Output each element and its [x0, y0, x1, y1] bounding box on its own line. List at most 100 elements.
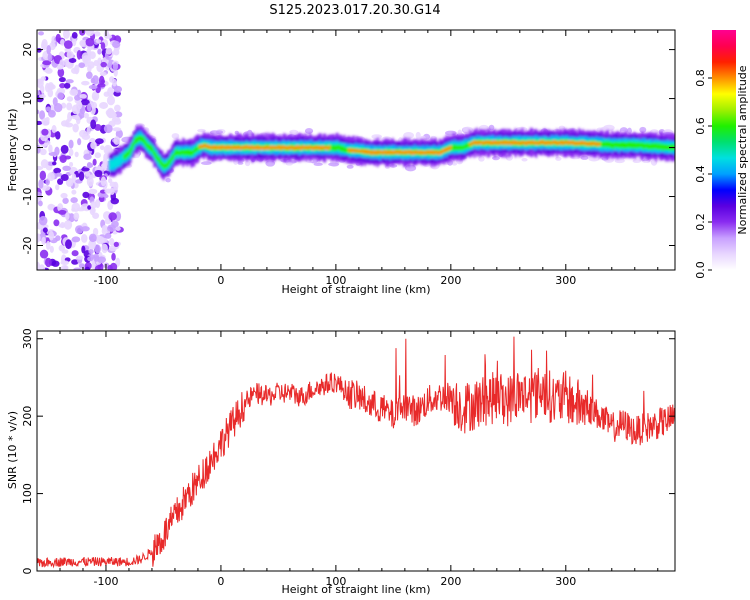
- band-cell: [488, 140, 491, 145]
- band-cell: [654, 142, 656, 149]
- band-cell: [219, 145, 222, 150]
- band-cell: [168, 159, 171, 166]
- noise-speck: [39, 148, 47, 156]
- band-cell: [656, 144, 659, 150]
- band-cell: [125, 150, 128, 158]
- noise-speck: [105, 47, 113, 55]
- noise-speck: [39, 170, 47, 181]
- band-cell: [616, 142, 619, 148]
- band-cell: [394, 150, 397, 154]
- band-cell: [445, 147, 448, 151]
- noise-speck: [48, 230, 54, 241]
- band-cell: [124, 153, 127, 160]
- band-cell: [491, 140, 494, 145]
- band-cell: [460, 145, 463, 151]
- band-cell: [535, 141, 538, 145]
- band-cell: [649, 143, 652, 150]
- band-cell: [441, 149, 444, 154]
- band-cell: [270, 145, 273, 149]
- band-cell: [474, 140, 477, 145]
- band-cell: [601, 142, 604, 148]
- noise-speck: [90, 141, 97, 150]
- noise-speck: [77, 101, 83, 110]
- noise-speck: [99, 101, 109, 109]
- noise-speck: [55, 184, 60, 191]
- noise-speck: [76, 49, 82, 60]
- band-cell: [296, 144, 299, 149]
- halo-speck: [492, 156, 500, 161]
- spectrogram-x-ticks: -100 0 100 200 300: [36, 30, 659, 287]
- band-cell: [547, 141, 550, 145]
- band-cell: [453, 143, 456, 151]
- noise-speck: [79, 30, 86, 36]
- noise-speck: [93, 60, 99, 67]
- y-tick-label: 0: [21, 568, 34, 575]
- band-cell: [532, 140, 535, 144]
- band-cell: [477, 140, 480, 144]
- band-cell: [194, 146, 197, 153]
- noise-speck: [88, 248, 94, 255]
- y-tick-label: 300: [21, 328, 34, 349]
- band-cell: [128, 148, 131, 156]
- halo-speck: [265, 160, 276, 167]
- band-cell: [554, 140, 557, 145]
- noise-speck: [42, 227, 48, 233]
- band-cell: [386, 150, 389, 155]
- band-cell: [442, 148, 445, 153]
- noise-speck: [65, 79, 74, 84]
- noise-speck: [41, 236, 46, 245]
- band-cell: [259, 146, 262, 150]
- x-tick-label: 200: [440, 274, 461, 287]
- spectrogram-band: [109, 124, 675, 181]
- halo-speck: [313, 162, 323, 167]
- band-cell: [204, 144, 207, 148]
- noise-speck: [78, 129, 88, 138]
- noise-speck: [113, 48, 120, 56]
- noise-speck: [113, 85, 123, 93]
- band-cell: [397, 151, 400, 155]
- noise-speck: [88, 61, 95, 69]
- halo-speck: [580, 155, 589, 160]
- band-cell: [411, 151, 414, 156]
- band-cell: [262, 146, 265, 150]
- colorbar-ticks: 0.0 0.2 0.4 0.6 0.8: [694, 69, 712, 279]
- noise-speck: [68, 139, 74, 149]
- band-cell: [380, 150, 383, 154]
- noise-speck: [71, 114, 80, 120]
- band-cell: [525, 141, 528, 146]
- halo-speck: [245, 160, 251, 167]
- band-cell: [571, 141, 574, 145]
- halo-speck: [596, 127, 604, 132]
- band-cell: [393, 150, 396, 155]
- band-cell: [579, 140, 582, 145]
- band-cell: [634, 142, 637, 149]
- band-cell: [431, 150, 434, 154]
- band-cell: [398, 150, 401, 154]
- band-cell: [578, 141, 581, 146]
- colorbar-label: Normalized spectral amplitude: [736, 65, 749, 234]
- band-cell: [611, 142, 614, 149]
- noise-speck: [112, 40, 121, 49]
- band-cell: [419, 150, 422, 155]
- noise-speck: [38, 215, 48, 226]
- band-cell: [404, 150, 407, 154]
- band-cell: [277, 145, 280, 150]
- band-cell: [303, 145, 306, 149]
- noise-speck: [39, 249, 49, 259]
- band-cell: [288, 145, 291, 150]
- band-cell: [184, 149, 187, 155]
- noise-speck: [48, 109, 56, 118]
- band-cell: [131, 143, 134, 150]
- band-cell: [193, 148, 196, 154]
- band-cell: [293, 146, 296, 150]
- noise-speck: [73, 212, 80, 221]
- noise-speck: [86, 126, 91, 135]
- band-cell: [609, 141, 612, 149]
- noise-speck: [95, 138, 104, 145]
- colorbar: 0.0 0.2 0.4 0.6 0.8 Normalized spectral ampl…: [694, 30, 749, 279]
- x-tick-label: 100: [325, 575, 346, 588]
- noise-speck: [57, 92, 65, 100]
- colorbar-tick-label: 0.4: [694, 165, 707, 183]
- band-cell: [320, 145, 323, 150]
- band-cell: [354, 149, 357, 153]
